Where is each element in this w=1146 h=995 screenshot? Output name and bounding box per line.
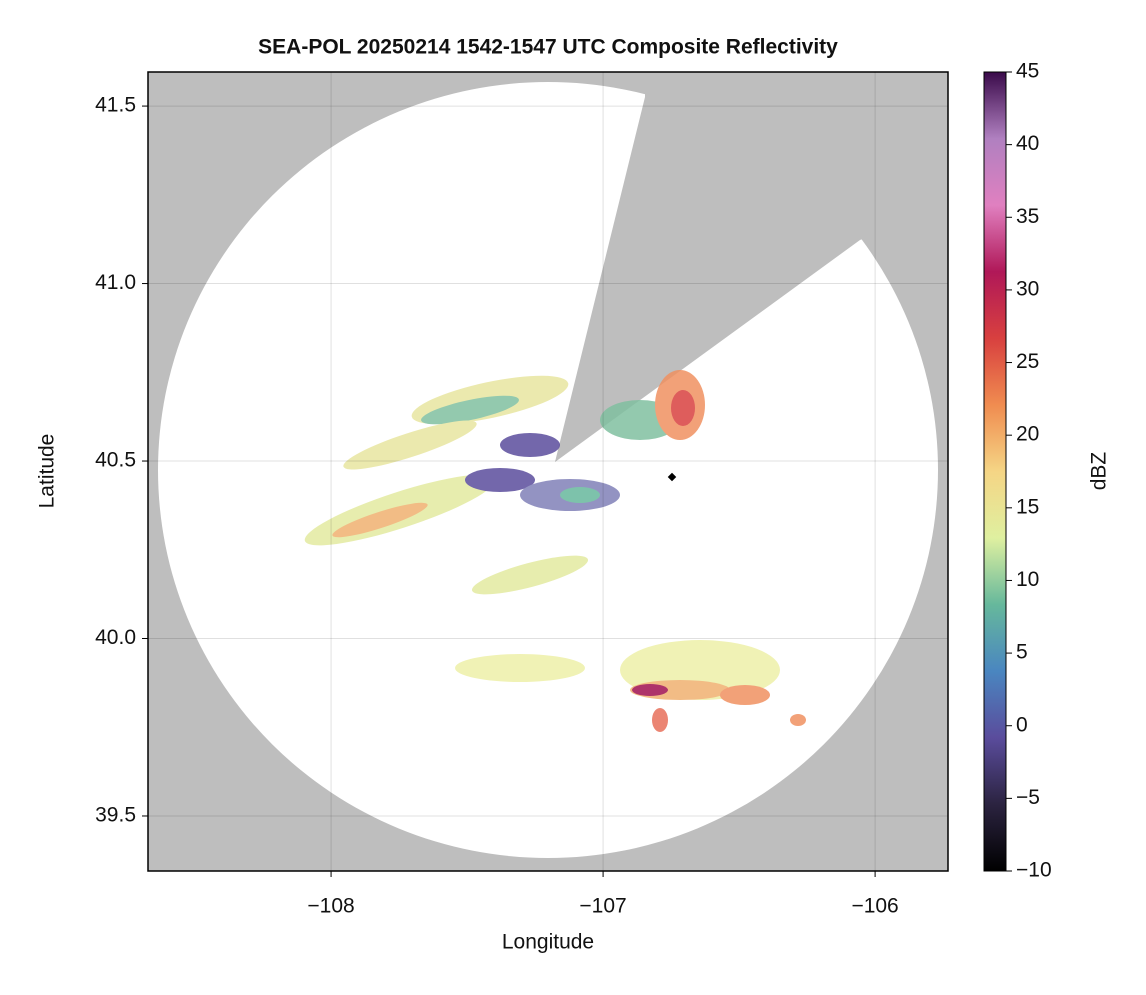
- colorbar-tick-label: 0: [1016, 713, 1028, 736]
- colorbar-tick-label: 25: [1016, 350, 1039, 373]
- colorbar-tick-label: 20: [1016, 423, 1039, 446]
- y-tick-label: 40.5: [95, 449, 136, 472]
- plot-frame: [147, 71, 949, 872]
- chart-title: SEA-POL 20250214 1542-1547 UTC Composite…: [258, 36, 838, 59]
- x-axis-label: Longitude: [502, 931, 594, 954]
- radar-field: [148, 72, 948, 871]
- colorbar-tick-label: 15: [1016, 495, 1039, 518]
- y-axis-label: Latitude: [36, 434, 59, 509]
- colorbar-tick-label: 45: [1016, 60, 1039, 83]
- y-tick-label: 41.0: [95, 271, 136, 294]
- colorbar-tick-label: −5: [1016, 786, 1040, 809]
- colorbar-label: dBZ: [1088, 452, 1111, 491]
- radar-site: [667, 472, 677, 482]
- blocked-sector: [555, 72, 948, 462]
- colorbar-tick-label: −10: [1016, 859, 1052, 882]
- colorbar-tick-label: 40: [1016, 132, 1039, 155]
- x-tick-label: −108: [307, 895, 354, 918]
- colorbar-tick-label: 35: [1016, 205, 1039, 228]
- colorbar-tick-label: 10: [1016, 568, 1039, 591]
- colorbar-tick-label: 30: [1016, 277, 1039, 300]
- colorbar: [983, 71, 1007, 872]
- x-tick-label: −106: [851, 895, 898, 918]
- y-tick-label: 40.0: [95, 626, 136, 649]
- y-tick-label: 39.5: [95, 804, 136, 827]
- grid: [148, 72, 948, 871]
- x-tick-label: −107: [579, 895, 626, 918]
- colorbar-tick-label: 5: [1016, 641, 1028, 664]
- y-tick-label: 41.5: [95, 94, 136, 117]
- echoes: [304, 370, 806, 732]
